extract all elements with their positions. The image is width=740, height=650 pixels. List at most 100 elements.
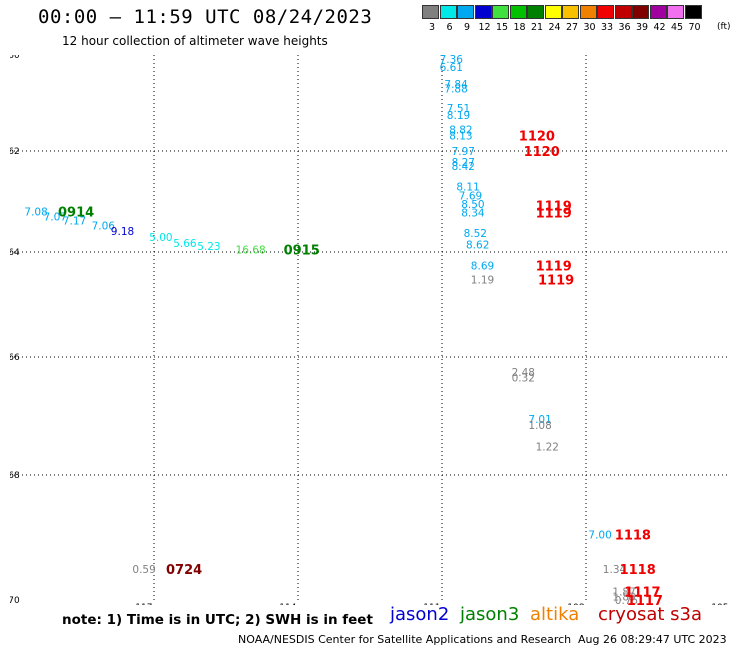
legend-swatch <box>544 5 562 19</box>
wave-height-label: 7.36 <box>440 55 464 66</box>
legend-label: 42 <box>653 22 666 33</box>
wave-height-label: 8.27 <box>452 157 475 169</box>
wave-height-label: 8.52 <box>464 228 487 240</box>
wave-height-label: 7.69 <box>459 190 482 202</box>
legend-swatch <box>579 5 597 19</box>
legend-label: 36 <box>618 22 631 33</box>
pass-time-label: 0915 <box>284 243 320 258</box>
wave-height-label: 1.19 <box>471 274 494 286</box>
wave-height-label: 8.34 <box>461 208 485 220</box>
x-tick-label: -111 <box>420 603 440 605</box>
wave-height-label: 7.08 <box>24 207 47 219</box>
wave-height-label: 8.62 <box>466 239 489 251</box>
y-tick-label: -68 <box>10 471 20 481</box>
legend-label: 30 <box>583 22 596 33</box>
legend-swatch <box>632 5 649 19</box>
wave-height-label: 8.42 <box>452 161 475 173</box>
legend-label: 9 <box>463 22 471 33</box>
wave-height-label: 5.66 <box>173 238 197 250</box>
pass-time-label: 0914 <box>58 206 94 221</box>
wave-height-label: 9.18 <box>111 226 134 238</box>
wave-height-label: 16.68 <box>236 244 266 256</box>
legend-label: 12 <box>478 22 491 33</box>
wave-height-label: 7.51 <box>447 103 470 115</box>
wave-height-label: 8.82 <box>449 124 472 136</box>
legend-label: 70 <box>688 22 701 33</box>
wave-height-label: 8.69 <box>471 261 494 273</box>
pass-time-label: 1120 <box>519 130 555 145</box>
legend-label: 27 <box>565 22 579 33</box>
y-tick-label: -60 <box>10 55 20 61</box>
wave-height-label: 8.19 <box>447 110 470 122</box>
y-tick-label: -70 <box>10 596 20 605</box>
wave-height-label: 2.48 <box>512 367 535 379</box>
legend-label: 3 <box>428 22 436 33</box>
x-tick-label: -117 <box>132 603 152 605</box>
chart-title: 00:00 – 11:59 UTC 08/24/2023 <box>38 6 373 28</box>
wave-height-label: 8.11 <box>456 181 479 193</box>
legend-label: 6 <box>446 22 453 33</box>
legend-label: 33 <box>600 22 614 33</box>
x-tick-label: -108 <box>564 603 585 605</box>
pass-time-label: 1120 <box>524 145 560 160</box>
y-tick-label: -66 <box>10 353 20 363</box>
wave-height-label: 7.07 <box>44 212 67 224</box>
legend-swatch <box>474 5 492 19</box>
wave-height-label: 7.00 <box>588 529 611 541</box>
pass-time-label: 1117 <box>627 594 663 605</box>
legend-swatch <box>562 5 579 19</box>
legend-label: 18 <box>513 22 526 33</box>
wave-height-label: 7.17 <box>63 216 86 228</box>
wave-height-label: 5.23 <box>197 241 220 253</box>
legend-label: 39 <box>635 22 649 33</box>
legend-swatch <box>684 5 702 19</box>
legend-swatch <box>667 5 684 19</box>
note-text: note: 1) Time is in UTC; 2) SWH is in fe… <box>62 612 373 628</box>
pass-time-label: 1118 <box>615 528 651 543</box>
pass-time-label: 1119 <box>536 207 572 222</box>
legend-cryosat-s3a: cryosat s3a <box>598 604 703 625</box>
wave-height-label: 1.34 <box>603 564 627 576</box>
pass-time-label: 1118 <box>620 563 656 578</box>
legend-label: 24 <box>548 22 561 33</box>
wave-height-label: 1.22 <box>536 442 559 454</box>
wave-height-label: 7.88 <box>444 84 467 96</box>
wave-height-label: 1.08 <box>528 420 551 432</box>
pass-time-label: 1119 <box>536 260 572 275</box>
wave-height-label: 1.87 <box>612 586 635 598</box>
legend-jason3: jason3 <box>460 604 520 625</box>
wave-height-label: 6.61 <box>440 62 463 74</box>
legend-swatch <box>614 5 632 19</box>
legend-jason2: jason2 <box>390 604 450 625</box>
footer-timestamp: Aug 26 08:29:47 UTC 2023 <box>578 633 727 646</box>
legend-altika: altika <box>530 604 580 625</box>
x-tick-label: -105 <box>708 603 728 605</box>
wave-height-label: 8.50 <box>461 199 484 211</box>
wave-height-label: 7.84 <box>444 79 468 91</box>
x-tick-label: -114 <box>276 603 297 605</box>
wave-height-label: 7.01 <box>528 414 551 426</box>
plot-frame <box>10 55 730 600</box>
legend-swatch <box>597 5 614 19</box>
legend-swatch <box>422 5 439 19</box>
wave-height-label: 5.00 <box>149 232 172 244</box>
y-tick-label: -62 <box>10 147 20 157</box>
wave-height-label: 7.06 <box>92 221 116 233</box>
wave-height-label: 8.13 <box>449 131 472 143</box>
legend-swatch <box>649 5 667 19</box>
legend-label: 45 <box>670 22 684 33</box>
pass-time-label: 1119 <box>536 200 572 215</box>
wave-height-label: 0.59 <box>132 564 155 576</box>
y-tick-label: -64 <box>10 248 20 258</box>
legend-label: 21 <box>530 22 544 33</box>
legend-label: 15 <box>495 22 509 33</box>
legend-swatch <box>457 5 474 19</box>
legend-swatch <box>527 5 544 19</box>
pass-time-label: 0724 <box>166 563 202 578</box>
legend-swatch <box>509 5 527 19</box>
plot-area: -60-62-64-66-68-70-120-117-114-111-108-1… <box>10 55 730 605</box>
legend-swatch <box>492 5 509 19</box>
wave-height-label: 0.32 <box>512 373 535 385</box>
footer-credit: NOAA/NESDIS Center for Satellite Applica… <box>238 633 572 646</box>
